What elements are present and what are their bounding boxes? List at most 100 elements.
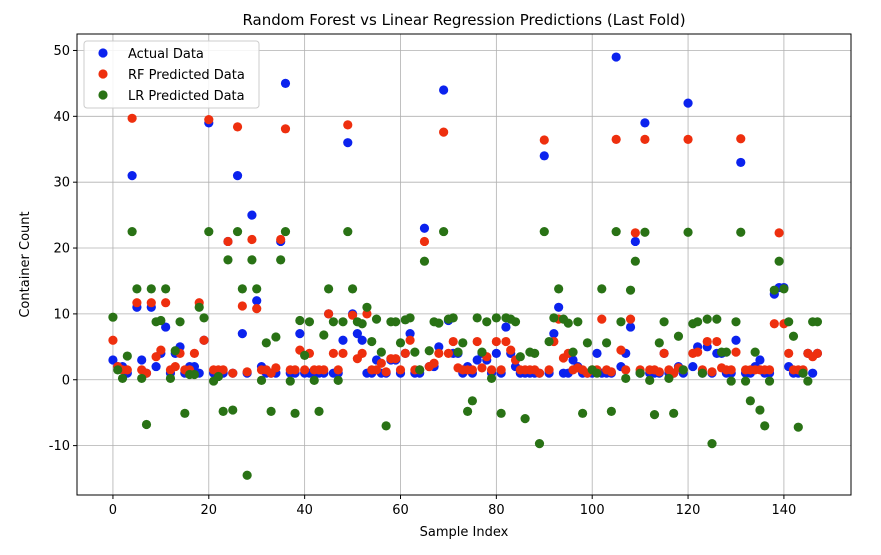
rf-point <box>204 115 214 125</box>
actual-point <box>472 355 482 365</box>
lr-point <box>673 331 684 341</box>
lr-point <box>391 317 401 327</box>
lr-point <box>419 256 430 266</box>
lr-point <box>491 313 501 323</box>
rf-point <box>271 363 281 373</box>
rf-point <box>544 365 554 375</box>
lr-point <box>165 373 176 384</box>
lr-point <box>645 375 655 386</box>
lr-point <box>621 373 631 384</box>
y-tick-label: 40 <box>53 110 70 125</box>
lr-point <box>280 226 291 237</box>
lr-point <box>189 369 200 380</box>
lr-point <box>664 373 674 384</box>
actual-point <box>237 329 247 339</box>
rf-point <box>434 348 444 359</box>
lr-point <box>582 338 593 348</box>
lr-point <box>453 347 463 357</box>
actual-point <box>731 335 741 345</box>
lr-legend-label: LR Predicted Data <box>128 89 245 104</box>
lr-point <box>616 317 626 327</box>
lr-point <box>232 226 243 237</box>
lr-point <box>266 406 276 416</box>
grid <box>77 34 851 495</box>
lr-point <box>726 376 736 386</box>
rf-point <box>280 124 291 134</box>
actual-point <box>352 329 362 339</box>
actual-point <box>736 157 746 168</box>
lr-point <box>640 227 650 237</box>
actual-point <box>232 170 243 181</box>
lr-point <box>290 408 300 418</box>
rf-point <box>443 348 454 359</box>
actual-point <box>630 236 640 247</box>
lr-point <box>788 331 799 341</box>
x-tick-label: 80 <box>488 503 505 518</box>
rf-point <box>707 367 717 377</box>
lr-point <box>285 376 295 386</box>
lr-point <box>606 406 616 416</box>
lr-point <box>256 375 267 386</box>
lr-point <box>578 408 588 418</box>
rf-series <box>108 113 823 378</box>
lr-point <box>175 317 185 327</box>
rf-point <box>736 134 746 144</box>
actual-point <box>161 322 171 332</box>
rf-point <box>496 365 506 375</box>
lr-point <box>300 350 310 360</box>
actual-point <box>343 138 353 148</box>
lr-point <box>439 226 449 237</box>
rf-point <box>486 365 497 375</box>
lr-point <box>568 347 578 357</box>
lr-point <box>362 302 372 312</box>
lr-point <box>405 313 415 323</box>
lr-point <box>415 365 425 375</box>
rf-point <box>218 365 228 375</box>
rf-point <box>630 228 640 238</box>
lr-point <box>338 317 348 327</box>
actual-point <box>247 210 257 220</box>
rf-point <box>784 348 794 359</box>
rf-point <box>328 348 339 359</box>
rf-point <box>319 365 329 375</box>
lr-point <box>276 255 286 265</box>
actual-point <box>405 329 415 339</box>
lr-point <box>683 227 693 237</box>
lr-point <box>309 375 319 386</box>
lr-point <box>247 255 257 265</box>
lr-point <box>137 373 147 384</box>
actual-point <box>501 322 511 332</box>
lr-point <box>108 312 118 322</box>
rf-point <box>769 319 779 329</box>
lr-point <box>472 313 482 323</box>
actual-point <box>688 361 698 372</box>
lr-point <box>295 315 305 326</box>
rf-point <box>448 336 458 347</box>
lr-point <box>477 347 487 357</box>
rf-point <box>324 309 334 319</box>
actual-point <box>640 118 650 128</box>
rf-point <box>621 365 631 375</box>
actual-point <box>539 151 549 161</box>
lr-point <box>601 338 612 348</box>
lr-point <box>611 226 621 237</box>
lr-point <box>180 408 190 418</box>
rf-point <box>467 365 477 375</box>
lr-point <box>554 284 564 294</box>
rf-point <box>654 367 664 377</box>
lr-point <box>745 396 755 406</box>
rf-point <box>132 298 142 308</box>
rf-point <box>228 368 238 378</box>
rf-point <box>693 347 703 357</box>
rf-point <box>338 348 348 359</box>
rf-point <box>290 365 300 375</box>
lr-point <box>324 284 334 294</box>
lr-point <box>161 284 171 294</box>
lr-point <box>448 313 458 323</box>
lr-point <box>549 313 559 323</box>
x-tick-label: 100 <box>580 503 605 518</box>
rf-point <box>161 298 171 308</box>
rf-point <box>774 228 784 238</box>
lr-point <box>486 373 497 384</box>
